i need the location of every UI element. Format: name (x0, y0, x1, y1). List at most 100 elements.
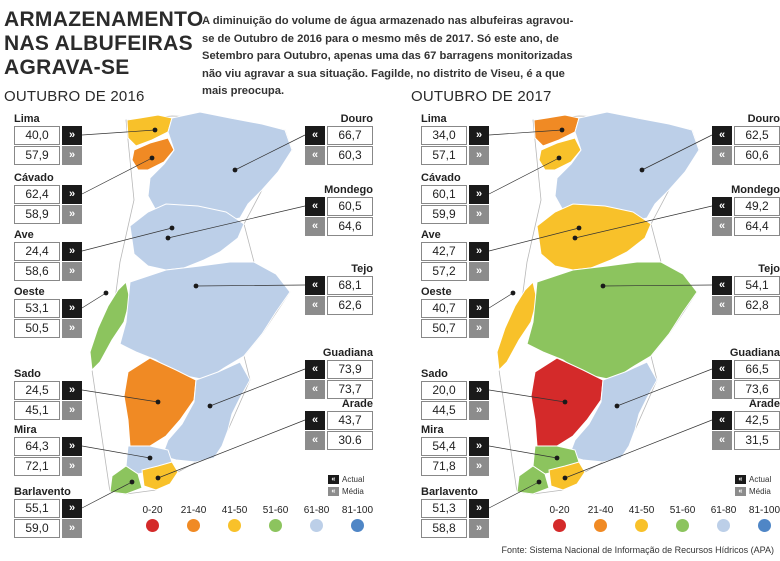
region-name: Mondego (731, 184, 780, 196)
legend-label: 61-80 (710, 505, 737, 516)
leader-line-douro (641, 134, 713, 171)
leader-line-mondego (167, 205, 306, 239)
media-marker-icon: » (469, 319, 489, 338)
leader-line-cavado (81, 157, 153, 195)
region-box-ave: Ave 24,4» 58,6» (14, 229, 86, 281)
reservoir-dot-mondego (572, 235, 578, 241)
media-marker-icon: « (328, 487, 339, 496)
legend-swatch (310, 519, 323, 532)
reservoir-dot-lima (152, 127, 158, 133)
region-name: Mira (421, 424, 444, 436)
media-marker-icon: » (62, 457, 82, 476)
media-value: 58,6 (14, 262, 60, 281)
reservoir-dot-lima (559, 127, 565, 133)
region-name: Tejo (351, 263, 373, 275)
actual-value: 20,0 (421, 381, 467, 400)
media-row: 59,9» (421, 205, 493, 224)
legend-swatch (228, 519, 241, 532)
actual-value: 34,0 (421, 126, 467, 145)
actual-marker-icon: » (62, 126, 82, 145)
actual-row: 42,7» (421, 242, 493, 261)
region-barlavento (109, 465, 143, 495)
actual-marker-icon: » (62, 381, 82, 400)
key-actual: «Actual (735, 474, 771, 485)
media-marker-icon: » (62, 319, 82, 338)
actual-value: 53,1 (14, 299, 60, 318)
actual-value: 24,5 (14, 381, 60, 400)
media-row: 58,6» (14, 262, 86, 281)
actual-row: «73,9 (305, 360, 377, 379)
actual-value: 24,4 (14, 242, 60, 261)
legend-item-61-80: 61-80 (703, 505, 744, 532)
region-name: Oeste (14, 286, 45, 298)
legend-item-0-20: 0-20 (539, 505, 580, 532)
actual-value: 42,5 (734, 411, 780, 430)
media-value: 57,1 (421, 146, 467, 165)
media-row: 50,7» (421, 319, 493, 338)
reservoir-dot-cavado (149, 155, 155, 161)
value-key: «Actual «Média (328, 474, 364, 498)
actual-marker-icon: » (62, 499, 82, 518)
media-value: 58,8 (421, 519, 467, 538)
media-value: 57,9 (14, 146, 60, 165)
region-name: Sado (421, 368, 448, 380)
legend-label: 41-50 (221, 505, 248, 516)
media-marker-icon: » (62, 205, 82, 224)
actual-marker-icon: « (328, 475, 339, 484)
leader-line-arade (564, 419, 713, 479)
media-value: 31,5 (734, 431, 780, 450)
color-scale-legend: 0-20 21-40 41-50 51-60 61-80 81-100 (539, 505, 780, 532)
region-box-lima: Lima 40,0» 57,9» (14, 113, 86, 165)
leader-line-sado (81, 389, 159, 403)
media-marker-icon: « (305, 296, 325, 315)
actual-row: 60,1» (421, 185, 493, 204)
region-tejo (119, 261, 291, 381)
legend-label: 81-100 (341, 505, 374, 516)
media-marker-icon: « (712, 380, 732, 399)
value-key: «Actual «Média (735, 474, 771, 498)
media-value: 59,9 (421, 205, 467, 224)
legend-item-81-100: 81-100 (337, 505, 378, 532)
legend-label: 0-20 (142, 505, 163, 516)
region-name: Barlavento (14, 486, 71, 498)
source-note: Fonte: Sistema Nacional de Informação de… (501, 545, 774, 555)
region-box-barlavento: Barlavento 55,1» 59,0» (14, 486, 86, 538)
legend-swatch (269, 519, 282, 532)
portugal-map (488, 111, 713, 509)
actual-marker-icon: « (712, 276, 732, 295)
actual-marker-icon: » (469, 381, 489, 400)
year-label-2016: OUTUBRO DE 2016 (4, 88, 145, 105)
region-box-cavado: Cávado 62,4» 58,9» (14, 172, 86, 224)
reservoir-dot-arade (155, 475, 161, 481)
region-name: Sado (14, 368, 41, 380)
actual-marker-icon: « (305, 276, 325, 295)
leader-line-lima (488, 129, 563, 136)
legend-label: 41-50 (628, 505, 655, 516)
actual-row: 34,0» (421, 126, 493, 145)
region-box-arade: Arade «43,7 «30.6 (305, 398, 377, 450)
key-media: «Média (328, 486, 364, 497)
actual-row: 40,7» (421, 299, 493, 318)
media-row: «62,8 (712, 296, 780, 315)
legend-swatch (187, 519, 200, 532)
actual-value: 62,4 (14, 185, 60, 204)
media-marker-icon: « (735, 487, 746, 496)
region-box-lima: Lima 34,0» 57,1» (421, 113, 493, 165)
media-row: 57,1» (421, 146, 493, 165)
media-row: 71,8» (421, 457, 493, 476)
legend-item-41-50: 41-50 (214, 505, 255, 532)
actual-row: «43,7 (305, 411, 377, 430)
media-marker-icon: « (712, 431, 732, 450)
legend-swatch (351, 519, 364, 532)
actual-row: 53,1» (14, 299, 86, 318)
region-box-barlavento: Barlavento 51,3» 58,8» (421, 486, 493, 538)
media-marker-icon: » (62, 146, 82, 165)
media-marker-icon: » (62, 262, 82, 281)
media-value: 60,3 (327, 146, 373, 165)
media-marker-icon: » (469, 519, 489, 538)
region-name: Tejo (758, 263, 780, 275)
actual-marker-icon: » (469, 299, 489, 318)
region-box-arade: Arade «42,5 «31,5 (712, 398, 780, 450)
actual-row: «60,5 (305, 197, 377, 216)
region-arade (548, 461, 586, 491)
